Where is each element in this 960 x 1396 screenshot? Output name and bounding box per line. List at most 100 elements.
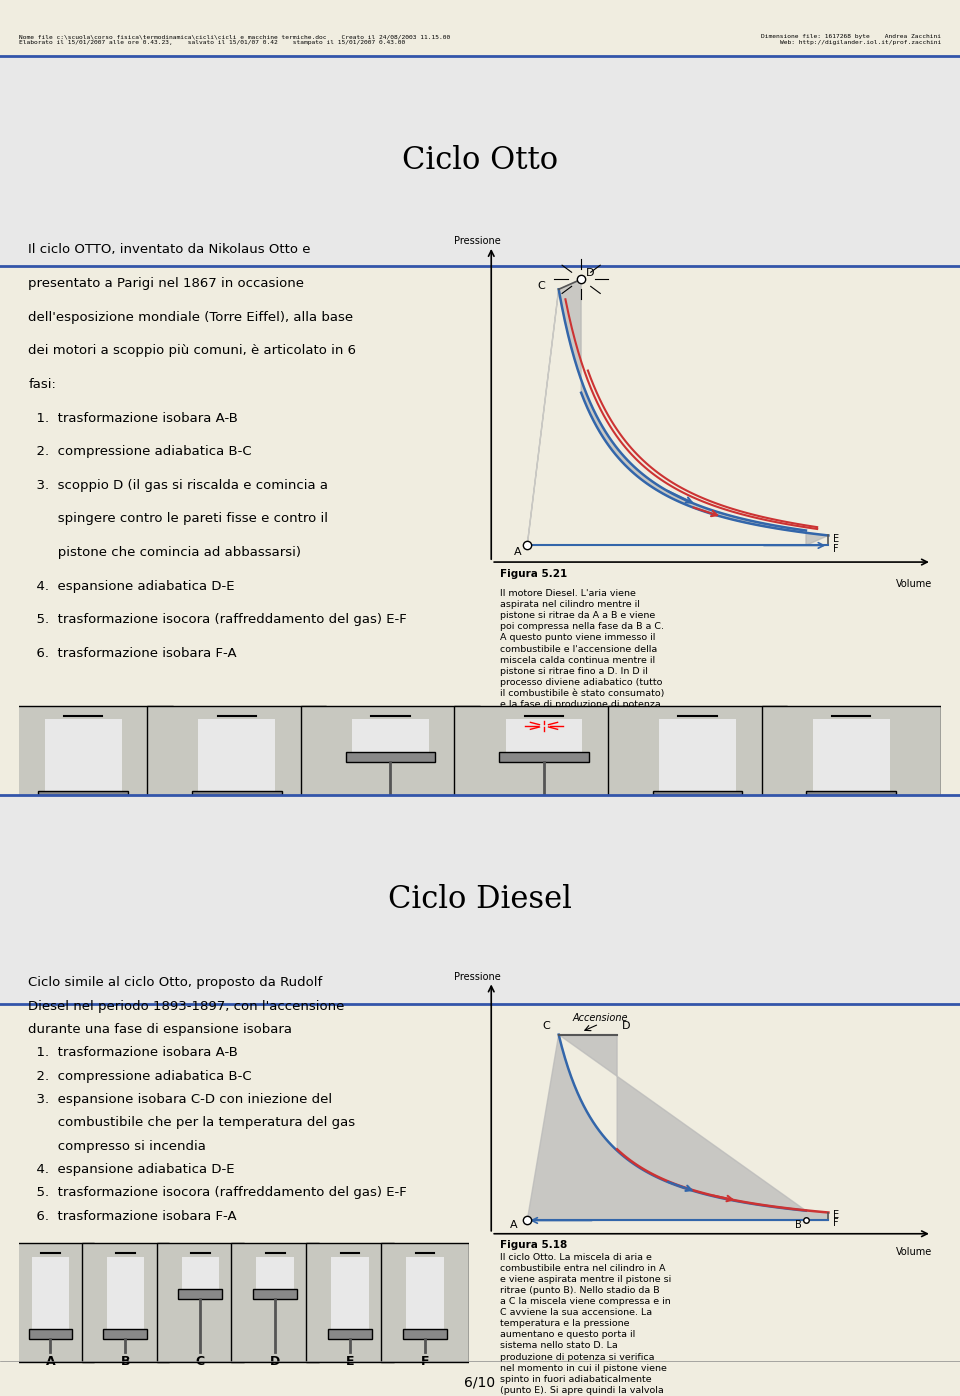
FancyBboxPatch shape: [147, 706, 326, 824]
Text: Volume: Volume: [896, 1247, 932, 1256]
Bar: [328, 1329, 372, 1339]
Text: A: A: [79, 818, 88, 831]
Text: F: F: [420, 1354, 429, 1368]
Text: 6.  trasformazione isobara F-A: 6. trasformazione isobara F-A: [28, 646, 237, 660]
Text: F: F: [833, 544, 838, 554]
Bar: [406, 1256, 444, 1329]
Text: C: C: [538, 282, 545, 292]
FancyBboxPatch shape: [0, 794, 960, 1004]
FancyBboxPatch shape: [0, 56, 960, 265]
Text: pistone che comincia ad abbassarsi): pistone che comincia ad abbassarsi): [28, 546, 301, 558]
Text: 6.  trasformazione isobara F-A: 6. trasformazione isobara F-A: [28, 1210, 237, 1223]
Text: 1.  trasformazione isobara A-B: 1. trasformazione isobara A-B: [28, 412, 238, 424]
Text: Diesel nel periodo 1893-1897, con l'accensione: Diesel nel periodo 1893-1897, con l'acce…: [28, 1000, 345, 1012]
FancyBboxPatch shape: [381, 1244, 468, 1361]
Bar: [29, 1329, 72, 1339]
Bar: [653, 792, 742, 801]
Text: D: D: [622, 1022, 630, 1032]
Text: Volume: Volume: [896, 579, 932, 589]
FancyBboxPatch shape: [608, 706, 787, 824]
Text: D: D: [270, 1354, 280, 1368]
Text: D: D: [539, 818, 549, 831]
Text: dei motori a scoppio più comuni, è articolato in 6: dei motori a scoppio più comuni, è artic…: [28, 345, 356, 357]
Text: 4.  espansione adiabatica D-E: 4. espansione adiabatica D-E: [28, 579, 234, 593]
Text: Pressione: Pressione: [454, 236, 501, 246]
Text: 6/10: 6/10: [465, 1375, 495, 1389]
FancyBboxPatch shape: [7, 1244, 94, 1361]
Text: A: A: [46, 1354, 56, 1368]
Bar: [256, 1256, 294, 1290]
Text: E: E: [346, 1354, 354, 1368]
FancyBboxPatch shape: [454, 706, 634, 824]
Text: F: F: [833, 1217, 838, 1227]
FancyBboxPatch shape: [82, 1244, 169, 1361]
Bar: [45, 719, 122, 792]
Bar: [32, 1256, 69, 1329]
Bar: [346, 752, 435, 762]
Text: Il ciclo Otto. La miscela di aria e
combustibile entra nel cilindro in A
e viene: Il ciclo Otto. La miscela di aria e comb…: [500, 1252, 671, 1396]
FancyBboxPatch shape: [231, 1244, 319, 1361]
Bar: [38, 792, 128, 801]
Text: Dimensione file: 1617268 byte    Andrea Zacchini
Web: http://digilander.iol.it/p: Dimensione file: 1617268 byte Andrea Zac…: [761, 35, 941, 45]
Text: fasi:: fasi:: [28, 378, 56, 391]
FancyBboxPatch shape: [0, 706, 173, 824]
Polygon shape: [527, 1034, 828, 1220]
Bar: [179, 1290, 222, 1300]
Text: C: C: [542, 1022, 550, 1032]
Text: 5.  trasformazione isocora (raffreddamento del gas) E-F: 5. trasformazione isocora (raffreddament…: [28, 613, 407, 627]
Text: Nome file c:\scuola\corso fisica\termodinamica\cicli\cicli e macchine termiche.d: Nome file c:\scuola\corso fisica\termodi…: [19, 35, 450, 45]
Text: Pressione: Pressione: [454, 972, 501, 981]
Text: 3.  espansione isobara C-D con iniezione del: 3. espansione isobara C-D con iniezione …: [28, 1093, 332, 1106]
Text: Il motore Diesel. L'aria viene
aspirata nel cilindro mentre il
pistone si ritrae: Il motore Diesel. L'aria viene aspirata …: [500, 589, 672, 799]
Bar: [403, 1329, 447, 1339]
Text: F: F: [847, 818, 855, 831]
Text: 1.  trasformazione isobara A-B: 1. trasformazione isobara A-B: [28, 1047, 238, 1060]
Bar: [352, 719, 429, 752]
Text: presentato a Parigi nel 1867 in occasione: presentato a Parigi nel 1867 in occasion…: [28, 276, 304, 290]
FancyBboxPatch shape: [300, 706, 480, 824]
Text: C: C: [386, 818, 395, 831]
Bar: [253, 1290, 297, 1300]
FancyBboxPatch shape: [306, 1244, 394, 1361]
Text: Il ciclo OTTO, inventato da Nikolaus Otto e: Il ciclo OTTO, inventato da Nikolaus Ott…: [28, 243, 311, 257]
Text: B: B: [121, 1354, 131, 1368]
Text: B: B: [232, 818, 242, 831]
Text: C: C: [196, 1354, 204, 1368]
Text: spingere contro le pareti fisse e contro il: spingere contro le pareti fisse e contro…: [28, 512, 328, 525]
Text: Ciclo simile al ciclo Otto, proposto da Rudolf: Ciclo simile al ciclo Otto, proposto da …: [28, 976, 323, 990]
Text: compresso si incendia: compresso si incendia: [28, 1139, 206, 1153]
Bar: [104, 1329, 147, 1339]
Text: 3.  scoppio D (il gas si riscalda e comincia a: 3. scoppio D (il gas si riscalda e comin…: [28, 479, 328, 491]
Text: E: E: [833, 1210, 839, 1220]
Bar: [192, 792, 281, 801]
Bar: [813, 719, 890, 792]
Bar: [806, 792, 896, 801]
Bar: [660, 719, 736, 792]
Text: 5.  trasformazione isocora (raffreddamento del gas) E-F: 5. trasformazione isocora (raffreddament…: [28, 1187, 407, 1199]
Bar: [331, 1256, 369, 1329]
Bar: [506, 719, 583, 752]
Text: A: A: [515, 547, 522, 557]
Text: Ciclo Diesel: Ciclo Diesel: [388, 884, 572, 914]
Text: 2.  compressione adiabatica B-C: 2. compressione adiabatica B-C: [28, 445, 252, 458]
Text: A: A: [510, 1220, 517, 1230]
Text: B: B: [795, 1220, 802, 1230]
FancyBboxPatch shape: [761, 706, 941, 824]
Bar: [199, 719, 276, 792]
Text: Ciclo Otto: Ciclo Otto: [402, 145, 558, 176]
Text: E: E: [833, 535, 839, 544]
Text: 4.  espansione adiabatica D-E: 4. espansione adiabatica D-E: [28, 1163, 234, 1175]
Text: E: E: [693, 818, 702, 831]
Text: dell'esposizione mondiale (Torre Eiffel), alla base: dell'esposizione mondiale (Torre Eiffel)…: [28, 311, 353, 324]
Text: D: D: [586, 268, 594, 278]
Text: 2.  compressione adiabatica B-C: 2. compressione adiabatica B-C: [28, 1069, 252, 1083]
Text: combustibile che per la temperatura del gas: combustibile che per la temperatura del …: [28, 1117, 355, 1129]
Bar: [107, 1256, 144, 1329]
Text: Accensione: Accensione: [572, 1013, 628, 1023]
Text: Figura 5.21: Figura 5.21: [500, 570, 567, 579]
Polygon shape: [527, 279, 828, 546]
Text: durante una fase di espansione isobara: durante una fase di espansione isobara: [28, 1023, 292, 1036]
Bar: [181, 1256, 219, 1290]
Bar: [499, 752, 588, 762]
FancyBboxPatch shape: [156, 1244, 244, 1361]
